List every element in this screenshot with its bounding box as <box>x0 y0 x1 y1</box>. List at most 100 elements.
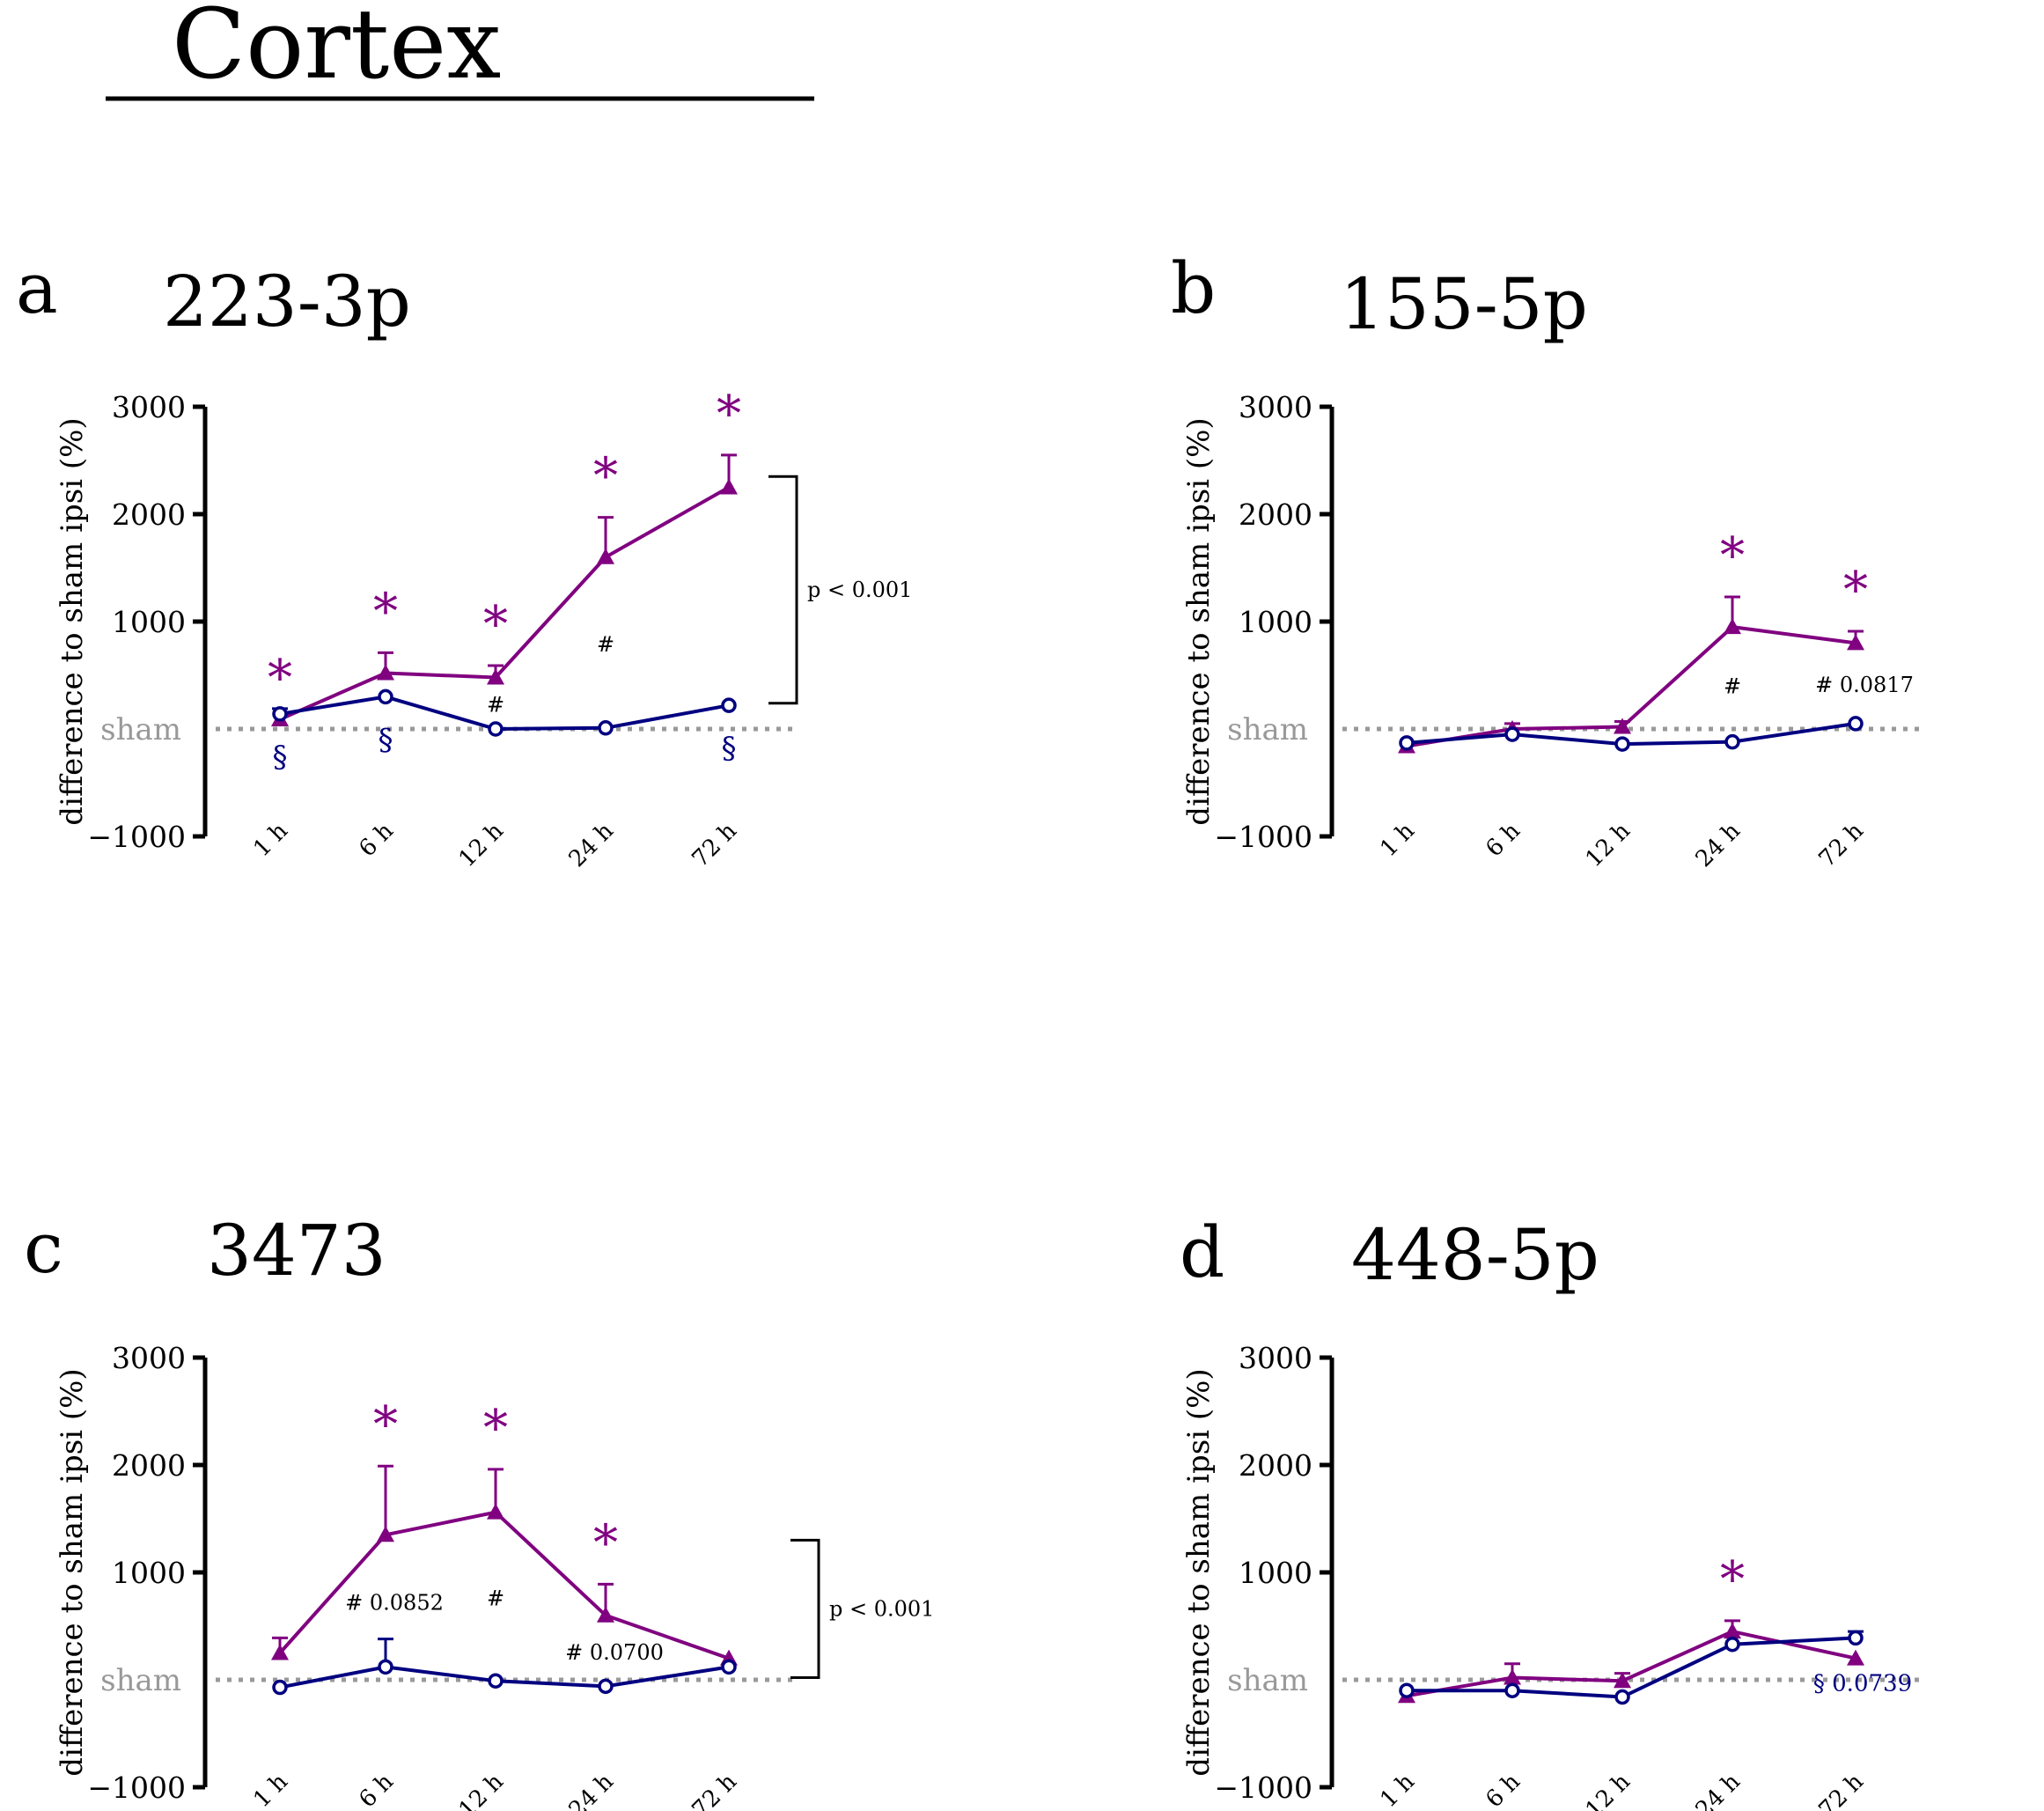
y-tick-label: −1000 <box>87 820 186 854</box>
significance-star: * <box>1720 1551 1745 1609</box>
panel-title: 448-5p <box>1351 1214 1599 1296</box>
data-point-control <box>488 1673 504 1689</box>
x-tick-label: 24 h <box>564 1769 619 1811</box>
x-tick-label: 6 h <box>1481 1769 1526 1811</box>
data-point-treated <box>1504 1668 1521 1685</box>
data-point-treated <box>377 664 394 681</box>
bracket-label: p < 0.001 <box>829 1596 934 1621</box>
y-tick-label: 1000 <box>1239 605 1312 639</box>
x-tick-label: 6 h <box>354 1769 399 1811</box>
panel-title: 3473 <box>207 1210 386 1292</box>
series-line-control <box>279 1665 730 1690</box>
hash-label: # 0.0700 <box>565 1640 664 1665</box>
data-point-treated <box>1614 1672 1631 1689</box>
panel-letter: d <box>1180 1211 1224 1293</box>
significance-star: * <box>268 650 292 707</box>
hash-label: # <box>487 1586 504 1610</box>
y-axis-label: difference to sham ipsi (%) <box>55 417 90 825</box>
y-axis-label: difference to sham ipsi (%) <box>1181 417 1217 825</box>
section-label: § <box>722 731 737 766</box>
significance-star: * <box>593 1514 618 1572</box>
data-point-control <box>1399 735 1415 751</box>
y-tick-label: 1000 <box>112 605 186 639</box>
x-tick-label: 1 h <box>248 1769 293 1811</box>
x-tick-label: 12 h <box>454 1769 509 1811</box>
series-line-control <box>1407 1636 1857 1699</box>
data-point-control <box>1399 1682 1415 1698</box>
hash-label: # <box>597 632 614 657</box>
significance-star: * <box>1843 562 1868 619</box>
data-point-control <box>721 1659 737 1675</box>
y-tick-label: 2000 <box>1239 1448 1312 1483</box>
x-tick-label: 6 h <box>354 818 399 863</box>
data-point-treated <box>1614 718 1631 734</box>
data-point-control <box>1848 1630 1864 1646</box>
data-point-treated <box>271 1644 289 1660</box>
y-tick-label: 3000 <box>1239 390 1312 424</box>
x-tick-label: 24 h <box>564 818 619 872</box>
y-axis-label: difference to sham ipsi (%) <box>1181 1368 1217 1776</box>
x-tick-label: 72 h <box>1814 1769 1869 1811</box>
section-label: § 0.0739 <box>1813 1670 1912 1697</box>
data-point-control <box>272 1679 288 1696</box>
sham-label: sham <box>1227 712 1308 747</box>
data-point-treated <box>597 1606 614 1623</box>
data-point-control <box>378 1659 393 1675</box>
x-tick-label: 12 h <box>454 818 509 872</box>
data-point-control <box>598 1678 614 1695</box>
data-point-control <box>378 688 393 705</box>
data-point-control <box>1848 716 1864 732</box>
panel-letter: a <box>16 247 58 329</box>
y-tick-label: −1000 <box>1214 1771 1312 1805</box>
data-point-treated <box>1724 618 1741 635</box>
data-point-control <box>598 720 614 736</box>
data-point-treated <box>1724 1623 1741 1639</box>
section-label: § <box>273 740 288 775</box>
x-tick-label: 24 h <box>1691 1769 1746 1811</box>
data-point-control <box>488 721 504 737</box>
data-point-treated <box>487 1503 504 1520</box>
data-point-control <box>1504 726 1520 742</box>
x-tick-label: 72 h <box>687 818 742 872</box>
data-point-control <box>1724 1636 1740 1653</box>
y-axis-label: difference to sham ipsi (%) <box>55 1368 90 1776</box>
y-tick-label: −1000 <box>87 1771 186 1805</box>
significance-star: * <box>717 386 741 443</box>
data-point-treated <box>720 478 738 495</box>
x-tick-label: 24 h <box>1691 818 1746 872</box>
sham-label: sham <box>100 1663 181 1698</box>
section-label: § <box>379 722 393 757</box>
y-tick-label: 2000 <box>1239 497 1312 532</box>
y-tick-label: 1000 <box>112 1556 186 1590</box>
x-tick-label: 72 h <box>1814 818 1869 872</box>
x-tick-label: 1 h <box>1375 818 1420 863</box>
hash-label: # <box>487 693 504 718</box>
panel-title: 223-3p <box>163 261 411 342</box>
significance-star: * <box>593 448 618 505</box>
y-tick-label: 1000 <box>1239 1556 1312 1590</box>
significance-star: * <box>373 583 398 640</box>
data-point-control <box>1504 1682 1520 1698</box>
hash-label: # <box>1724 674 1741 698</box>
x-tick-label: 12 h <box>1581 818 1636 872</box>
significance-star: * <box>483 1400 508 1457</box>
significance-star: * <box>483 596 508 653</box>
data-point-treated <box>487 668 504 685</box>
y-tick-label: 3000 <box>112 1341 186 1375</box>
data-point-control <box>721 697 737 713</box>
data-point-treated <box>1847 634 1864 651</box>
y-tick-label: −1000 <box>1214 820 1312 854</box>
data-point-treated <box>597 548 614 564</box>
data-point-control <box>272 706 288 722</box>
x-tick-label: 12 h <box>1581 1769 1636 1811</box>
comparison-bracket <box>768 475 798 705</box>
data-point-control <box>1614 736 1630 752</box>
x-tick-label: 1 h <box>1375 1769 1420 1811</box>
y-tick-label: 3000 <box>1239 1341 1312 1375</box>
y-tick-label: 3000 <box>112 390 186 424</box>
significance-star: * <box>1720 527 1745 585</box>
